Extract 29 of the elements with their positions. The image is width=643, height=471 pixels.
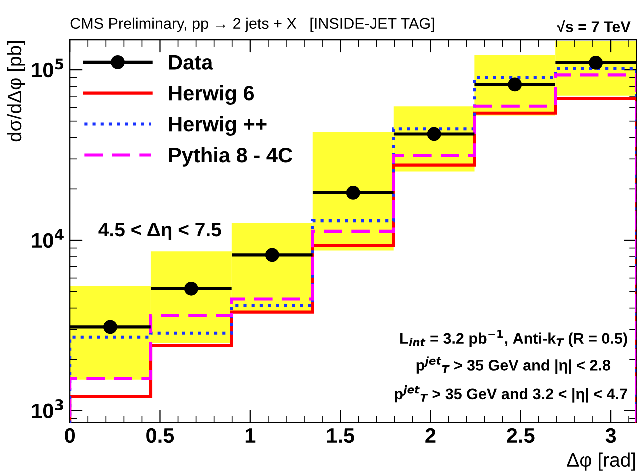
x-tick-label: 1.5 xyxy=(327,428,354,444)
point xyxy=(184,282,198,296)
point xyxy=(104,320,118,334)
y-tick-label: 10$^{3}$ xyxy=(32,400,64,419)
x-tick-label: 3 xyxy=(606,428,616,444)
chart-title: CMS Preliminary, pp → 2 jets + X [INSIDE-JET TAG] xyxy=(70,18,434,32)
x-tick-label: 0.5 xyxy=(146,428,174,444)
x-tick-label: 0 xyxy=(65,428,76,444)
annotation: p$^{jet}$$_{T}$ > 35 GeV and |η| < 2.8 xyxy=(416,356,611,374)
point xyxy=(346,186,360,200)
legend-label: Pythia 8 - 4C xyxy=(169,147,292,167)
annotation: p$^{jet}$$_{T}$ > 35 GeV and 3.2 < |η| < 4.7 xyxy=(395,385,628,403)
point xyxy=(508,78,522,92)
text: √s = 7 TeV xyxy=(556,20,631,32)
point xyxy=(427,127,442,142)
legend-label: Herwig ++ xyxy=(169,116,267,136)
point xyxy=(265,248,280,262)
point xyxy=(589,56,604,70)
x-tick-label: 1 xyxy=(246,428,256,443)
legend-label: Herwig 6 xyxy=(169,85,254,106)
y-tick-label: 10$^{5}$ xyxy=(32,58,64,78)
x-axis-title: Δφ [rad] xyxy=(567,452,636,471)
x-tick-label: 2 xyxy=(426,428,436,443)
legend-label: Data xyxy=(169,55,214,70)
y-tick-label: 10$^{4}$ xyxy=(32,229,64,248)
annotation: L$_{int}$ = 3.2 pb$^{−1}$, Anti-k$_{T}$ (R = 0.5) xyxy=(400,330,628,348)
y-axis-title: dσ/dΔφ [pb] xyxy=(7,41,26,142)
annotation: 4.5 < Δη < 7.5 xyxy=(98,223,222,241)
x-tick-label: 2.5 xyxy=(507,428,535,444)
